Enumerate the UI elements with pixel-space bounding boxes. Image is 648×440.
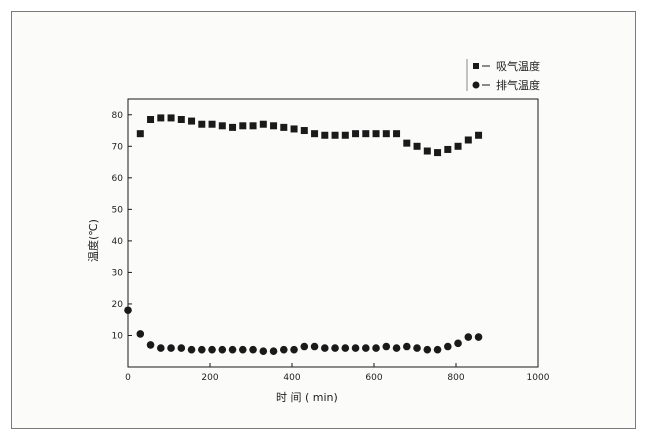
intake-temp-point (249, 122, 257, 130)
intake-temp-point (393, 130, 401, 138)
exhaust-temp-point (208, 345, 216, 354)
exhaust-temp-point (218, 345, 227, 354)
x-tick-label: 600 (365, 373, 382, 383)
y-axis-title: 温度(℃) (86, 219, 100, 262)
exhaust-temp-point (474, 333, 483, 341)
intake-temp-point (167, 114, 175, 122)
intake-temp-point (208, 120, 216, 128)
x-tick-label: 800 (447, 373, 464, 383)
y-tick-label: 60 (112, 174, 124, 184)
exhaust-temp-point (280, 345, 288, 354)
exhaust-temp-point (341, 344, 350, 352)
exhaust-temp-point (444, 342, 452, 351)
intake-temp-point (311, 130, 319, 138)
intake-temp-point (352, 130, 360, 138)
y-tick-label: 30 (112, 268, 124, 278)
exhaust-temp-point (433, 345, 442, 354)
exhaust-temp-point (269, 347, 278, 356)
intake-temp-point (300, 127, 308, 135)
intake-temp-point (239, 122, 247, 130)
intake-temp-point (413, 142, 421, 150)
exhaust-temp-point (167, 344, 175, 352)
intake-temp-point (270, 122, 278, 130)
exhaust-temp-point (136, 330, 145, 338)
exhaust-temp-point (187, 345, 196, 354)
exhaust-temp-point (300, 342, 309, 351)
y-tick-label: 50 (112, 205, 124, 215)
exhaust-temp-point (249, 345, 257, 354)
exhaust-temp-point (259, 347, 268, 356)
exhaust-temp-point (157, 344, 165, 352)
exhaust-temp-point (228, 345, 237, 354)
y-tick-label: 10 (112, 331, 124, 341)
exhaust-temp-point (372, 344, 380, 352)
intake-temp-point (229, 123, 237, 131)
exhaust-temp-point (392, 344, 401, 352)
exhaust-temp-point (382, 342, 391, 351)
exhaust-temp-point (198, 345, 206, 354)
intake-temp-point (136, 130, 144, 138)
x-tick-label: 200 (201, 373, 218, 383)
exhaust-temp-point (290, 345, 298, 354)
intake-temp-point (177, 115, 185, 123)
intake-temp-point (423, 147, 431, 155)
x-tick-label: 1000 (527, 373, 550, 383)
intake-temp-point (290, 125, 298, 133)
exhaust-temp-point (310, 342, 319, 351)
intake-temp-point (475, 131, 483, 139)
y-tick-label: 20 (112, 300, 124, 310)
legend-label-series-1: 吸气温度 (496, 59, 540, 73)
y-tick-label: 70 (112, 142, 124, 152)
x-axis-title: 时 间 ( min) (276, 391, 338, 404)
legend: 吸气温度 排气温度 (466, 59, 540, 92)
intake-temp-point (331, 131, 339, 139)
intake-temp-point (434, 149, 442, 157)
intake-temp-point (188, 117, 196, 125)
x-tick-label: 400 (283, 373, 300, 383)
exhaust-temp-point (464, 333, 473, 341)
intake-temp-point (403, 139, 411, 147)
y-tick-label: 80 (112, 111, 124, 121)
intake-temp-point (198, 120, 206, 128)
data-points (124, 114, 483, 356)
legend-marker-circle (472, 81, 480, 89)
intake-temp-point (280, 123, 288, 131)
intake-temp-point (321, 131, 329, 139)
exhaust-temp-point (146, 341, 155, 349)
legend-marker-square (473, 63, 479, 69)
x-tick-label: 0 (125, 373, 131, 383)
intake-temp-point (259, 120, 267, 128)
intake-temp-point (444, 145, 452, 153)
exhaust-temp-point (321, 344, 329, 352)
y-tick-label: 40 (112, 237, 124, 247)
exhaust-temp-point (351, 344, 360, 352)
figure-frame (11, 11, 636, 429)
intake-temp-point (464, 136, 472, 144)
legend-label-series-2: 排气温度 (496, 78, 540, 92)
intake-temp-point (454, 142, 462, 150)
intake-temp-point (372, 130, 380, 138)
exhaust-temp-point (423, 345, 432, 354)
intake-temp-point (157, 114, 165, 122)
intake-temp-point (218, 122, 226, 130)
exhaust-temp-point (362, 344, 370, 352)
exhaust-temp-point (413, 344, 421, 352)
intake-temp-point (147, 115, 155, 123)
intake-temp-point (341, 131, 349, 139)
axes (127, 98, 539, 368)
intake-temp-point (382, 130, 390, 138)
axis-ticks: 0 200 400 600 800 1000 10 20 30 40 50 60 70 80 (112, 111, 550, 383)
exhaust-temp-point (454, 339, 462, 348)
plot-frame (127, 98, 539, 368)
exhaust-temp-point (403, 342, 411, 351)
intake-temp-point (362, 130, 370, 138)
exhaust-temp-point (239, 345, 247, 354)
exhaust-temp-point (331, 344, 339, 352)
exhaust-temp-point (177, 344, 186, 352)
